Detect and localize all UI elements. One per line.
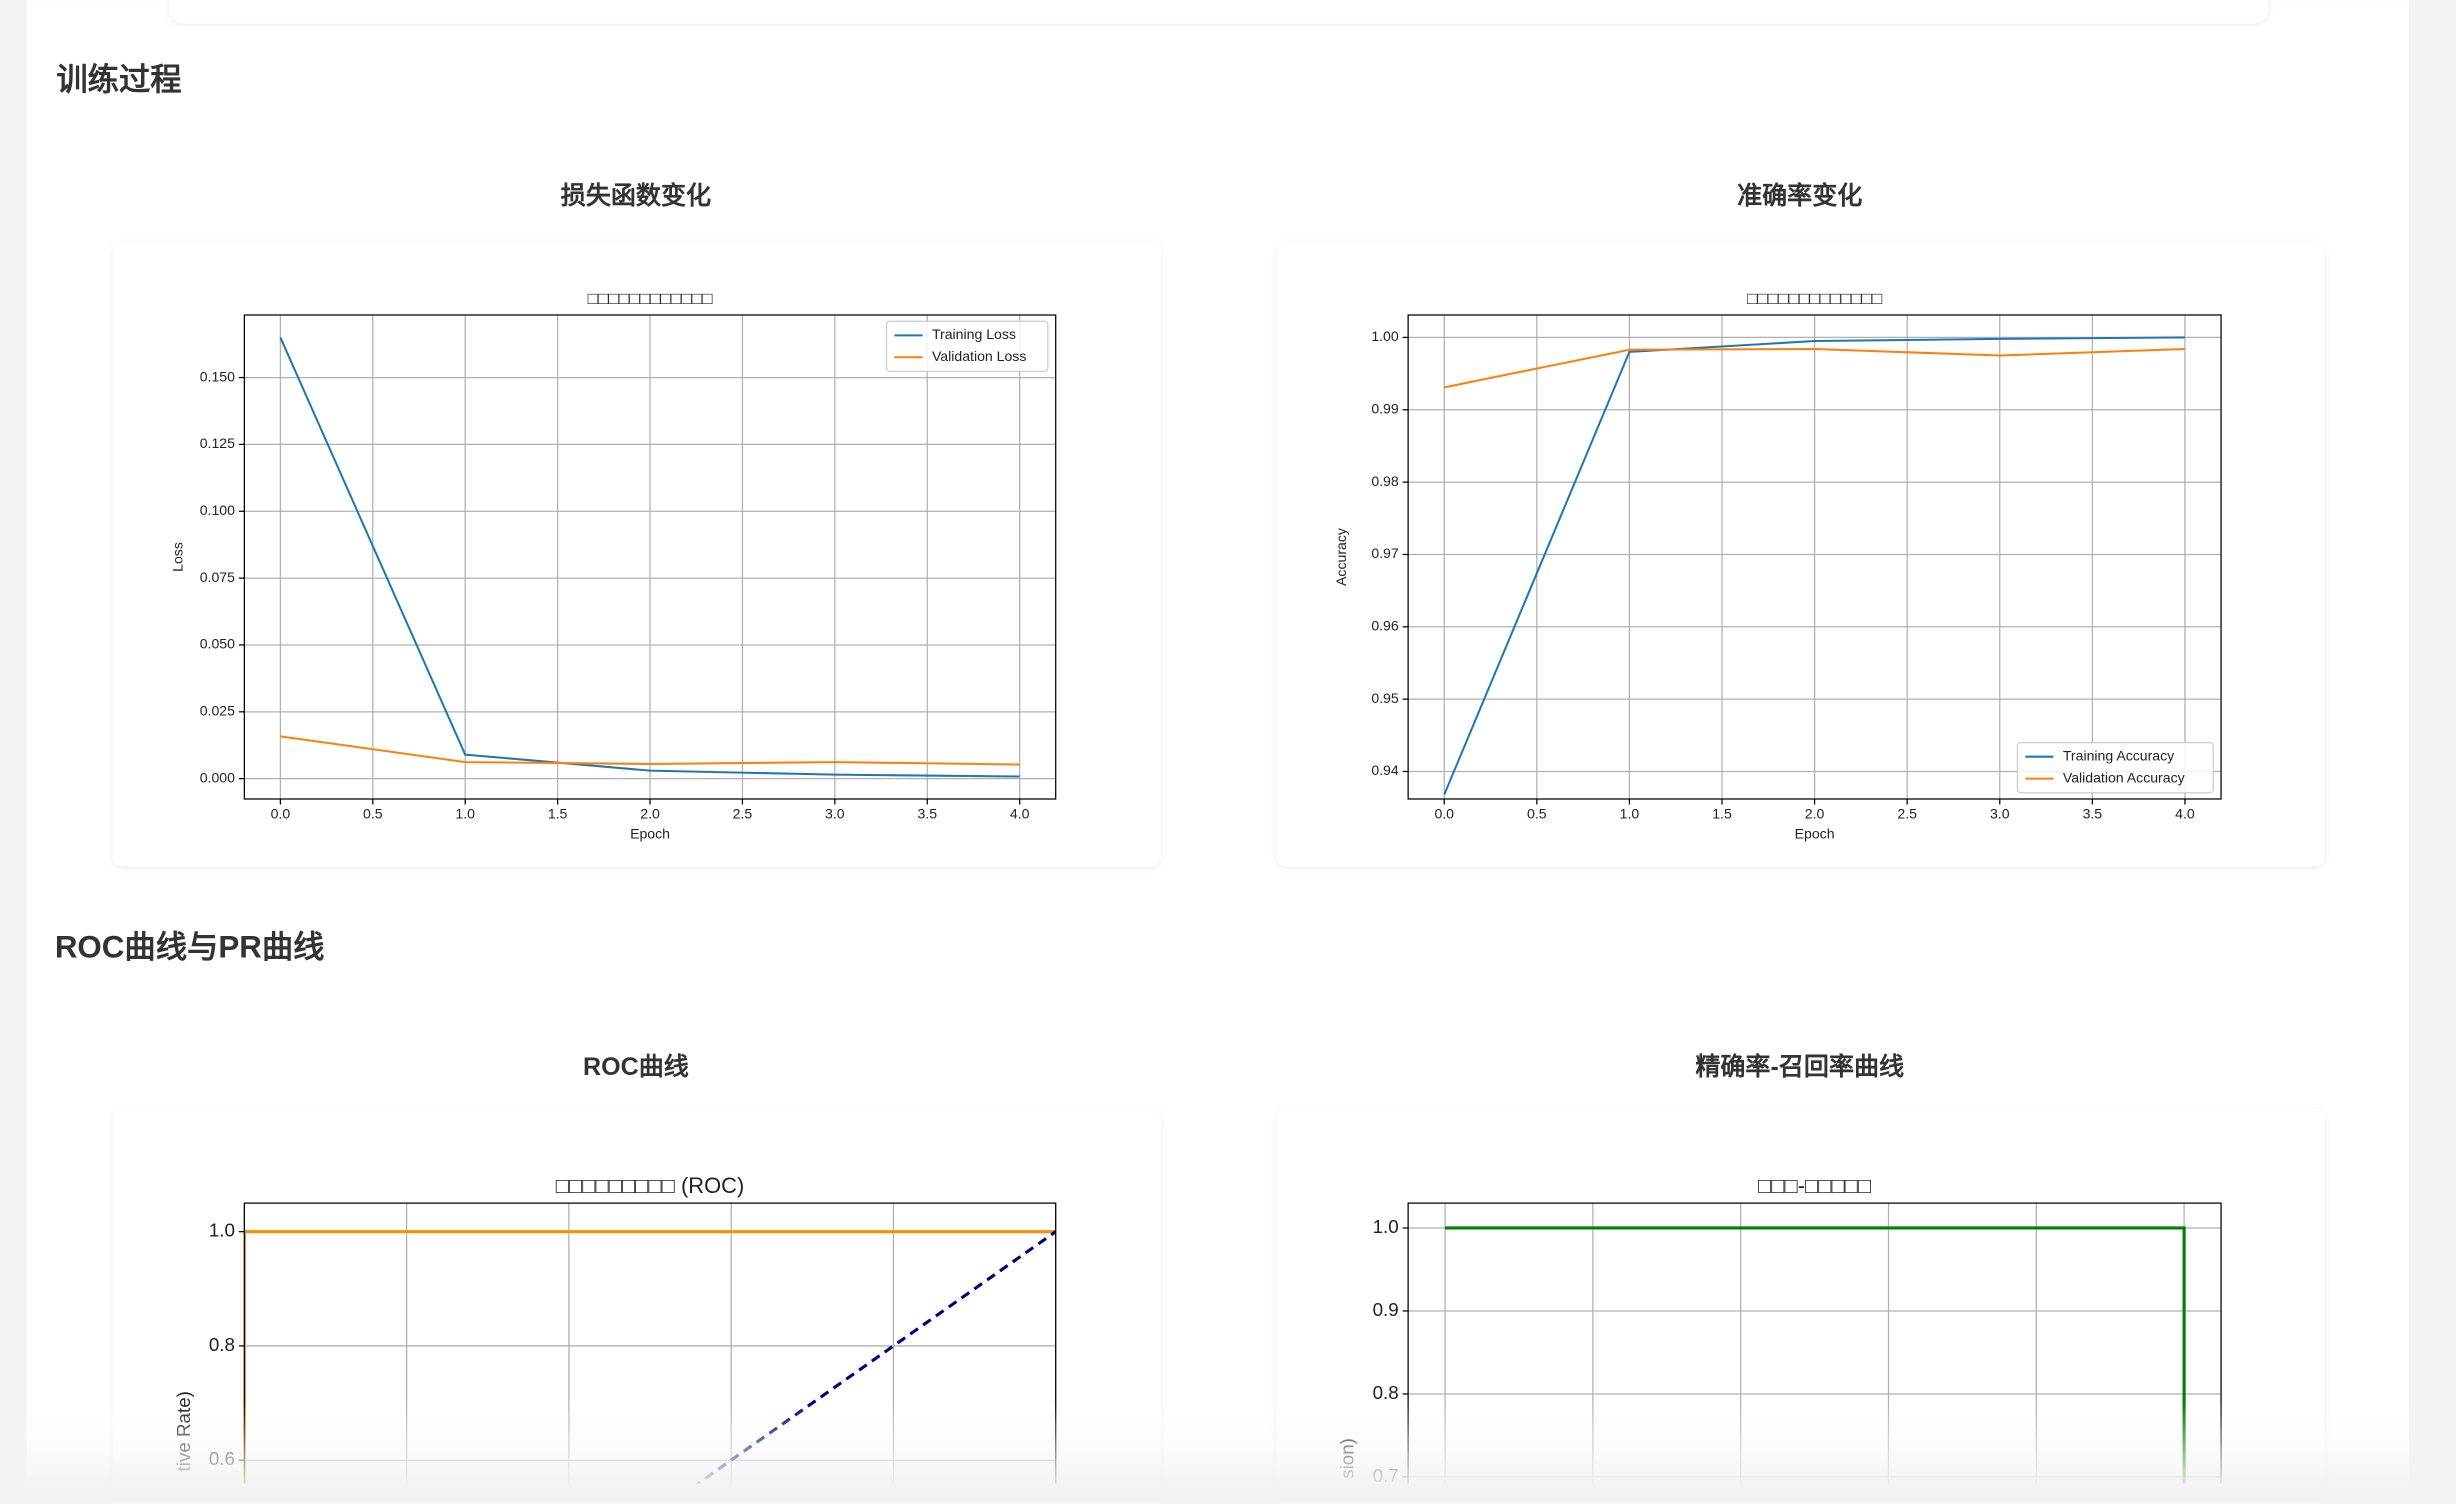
x-tick-label: 4.0	[2175, 805, 2195, 821]
y-axis-label: Accuracy	[1333, 527, 1349, 586]
y-tick-label: 0.125	[200, 435, 235, 451]
y-tick-label: 0.97	[1371, 545, 1399, 561]
card-title: 精确率-召回率曲线	[1695, 1052, 1904, 1081]
series-line	[279, 337, 1020, 778]
x-tick-label: 1.0	[1620, 805, 1640, 821]
section-title: ROC曲线与PR曲线	[55, 930, 325, 965]
x-tick-label: 2.0	[1805, 805, 1825, 821]
series-line	[1444, 347, 2185, 389]
card-title: 准确率变化	[1737, 181, 1862, 210]
scroll-fade	[26, 1402, 2410, 1484]
x-tick-label: 2.5	[733, 805, 753, 821]
y-tick-label: 0.150	[200, 368, 235, 384]
x-tick-label: 3.0	[1990, 805, 2010, 821]
section-title: 训练过程	[56, 62, 181, 97]
viewport-edge	[0, 1483, 2456, 1504]
y-tick-label: 0.99	[1371, 400, 1399, 416]
y-tick-label: 0.9	[1373, 1299, 1399, 1320]
legend-label: Validation Loss	[932, 348, 1026, 364]
x-tick-label: 2.5	[1897, 805, 1917, 821]
y-tick-label: 1.0	[1373, 1216, 1399, 1237]
legend-label: Validation Accuracy	[2063, 769, 2186, 785]
plot-area	[1443, 336, 2185, 796]
x-tick-label: 4.0	[1010, 805, 1030, 821]
series-line	[1443, 336, 2185, 796]
legend-label: Training Loss	[932, 326, 1016, 342]
x-tick-label: 3.0	[825, 805, 845, 821]
x-tick-label: 1.5	[548, 805, 568, 821]
x-axis-label: Epoch	[1795, 826, 1835, 842]
y-tick-label: 0.025	[200, 703, 235, 719]
y-tick-label: 0.95	[1371, 690, 1399, 706]
chart-title: □□□□□□□□□□□□□	[1747, 288, 1883, 308]
chart: 0.0 0.5 1.0 1.5 2.0 2.5 3.0 3.5 4.0 0.94 0.95 0.96 0…	[1333, 288, 2222, 842]
y-tick-label: 0.100	[200, 502, 235, 518]
charts: 0.0 0.5 1.0 1.5 2.0 2.5 3.0 3.5 4.0 0.000 0.025 0.0…	[169, 288, 2222, 1484]
x-tick-label: 2.0	[640, 805, 660, 821]
y-tick-label: 0.000	[200, 769, 235, 785]
plot-area	[244, 1230, 1056, 1484]
chart-title: □□□□□□□□□□□□	[588, 288, 713, 308]
x-tick-label: 0.0	[271, 805, 291, 821]
chart-title: □□□-□□□□□	[1758, 1173, 1871, 1198]
plot-frame	[1407, 314, 2222, 800]
x-tick-label: 1.0	[455, 805, 475, 821]
chart-title: □□□□□□□□□ (ROC)	[556, 1173, 744, 1198]
x-tick-label: 3.5	[2083, 805, 2103, 821]
y-axis-label: Loss	[169, 542, 185, 572]
card-title: ROC曲线	[583, 1052, 689, 1081]
plot-frame	[243, 314, 1057, 800]
plot-area	[1445, 1226, 2186, 1484]
legend-box	[885, 320, 1049, 373]
previous-card	[169, 0, 2269, 24]
y-tick-label: 0.8	[1373, 1382, 1399, 1403]
y-tick-label: 0.075	[200, 569, 235, 585]
legend-box	[2016, 741, 2214, 794]
y-tick-label: 1.00	[1371, 328, 1399, 344]
series-line	[244, 1230, 1056, 1484]
y-tick-label: 0.050	[200, 636, 235, 652]
chart-card	[112, 241, 1161, 867]
series-line	[280, 735, 1020, 766]
x-tick-label: 1.5	[1712, 805, 1732, 821]
x-tick-label: 0.5	[1527, 805, 1547, 821]
y-tick-label: 0.8	[209, 1334, 235, 1355]
x-tick-label: 0.0	[1434, 805, 1454, 821]
x-axis-label: Epoch	[630, 826, 670, 842]
y-tick-label: 1.0	[209, 1220, 235, 1241]
legend-label: Training Accuracy	[2063, 747, 2175, 763]
y-tick-label: 0.94	[1371, 762, 1399, 778]
card-title: 损失函数变化	[561, 181, 711, 210]
x-tick-label: 0.5	[363, 805, 383, 821]
plot-frame	[243, 1202, 1057, 1484]
plot-area	[279, 337, 1020, 778]
series-line	[1445, 1226, 2186, 1484]
chart: 0.0 0.5 1.0 1.5 2.0 2.5 3.0 3.5 4.0 0.000 0.025 0.0…	[169, 288, 1057, 842]
x-tick-label: 3.5	[917, 805, 937, 821]
y-tick-label: 0.98	[1371, 473, 1399, 489]
y-tick-label: 0.96	[1371, 618, 1399, 634]
